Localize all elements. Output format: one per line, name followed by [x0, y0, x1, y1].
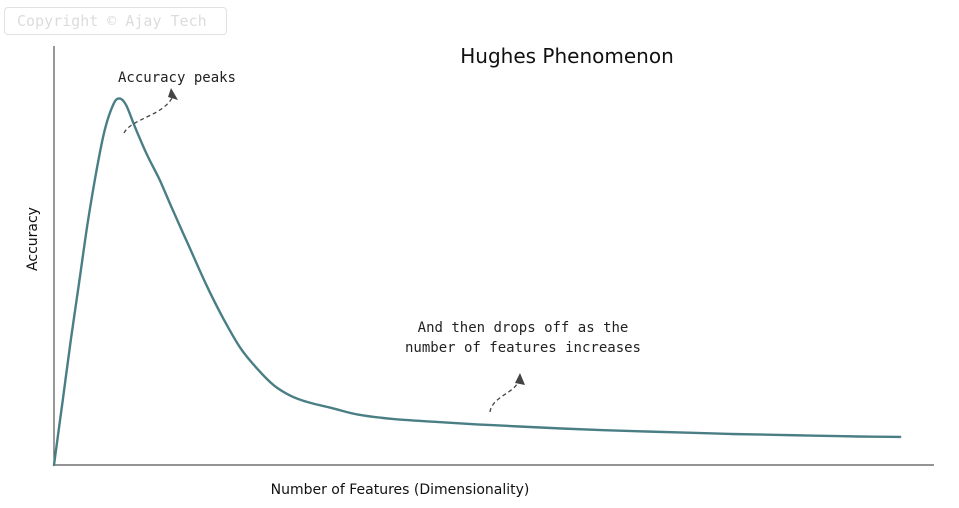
chart-title: Hughes Phenomenon [460, 44, 674, 68]
annotation-peak-arrowhead [168, 88, 178, 100]
x-axis-label: Number of Features (Dimensionality) [271, 482, 530, 498]
y-axis-label: Accuracy [25, 207, 41, 271]
accuracy-curve [52, 97, 902, 467]
annotation-drop-line-2: number of features increases [405, 340, 641, 356]
annotation-drop-line-1: And then drops off as the [418, 320, 629, 336]
annotation-peak: Accuracy peaks [118, 70, 236, 86]
annotation-peak-arrow [123, 95, 174, 134]
annotation-drop-arrow [489, 381, 519, 413]
annotation-drop-arrowhead [515, 373, 525, 385]
copyright-watermark: Copyright © Ajay Tech [4, 7, 227, 35]
